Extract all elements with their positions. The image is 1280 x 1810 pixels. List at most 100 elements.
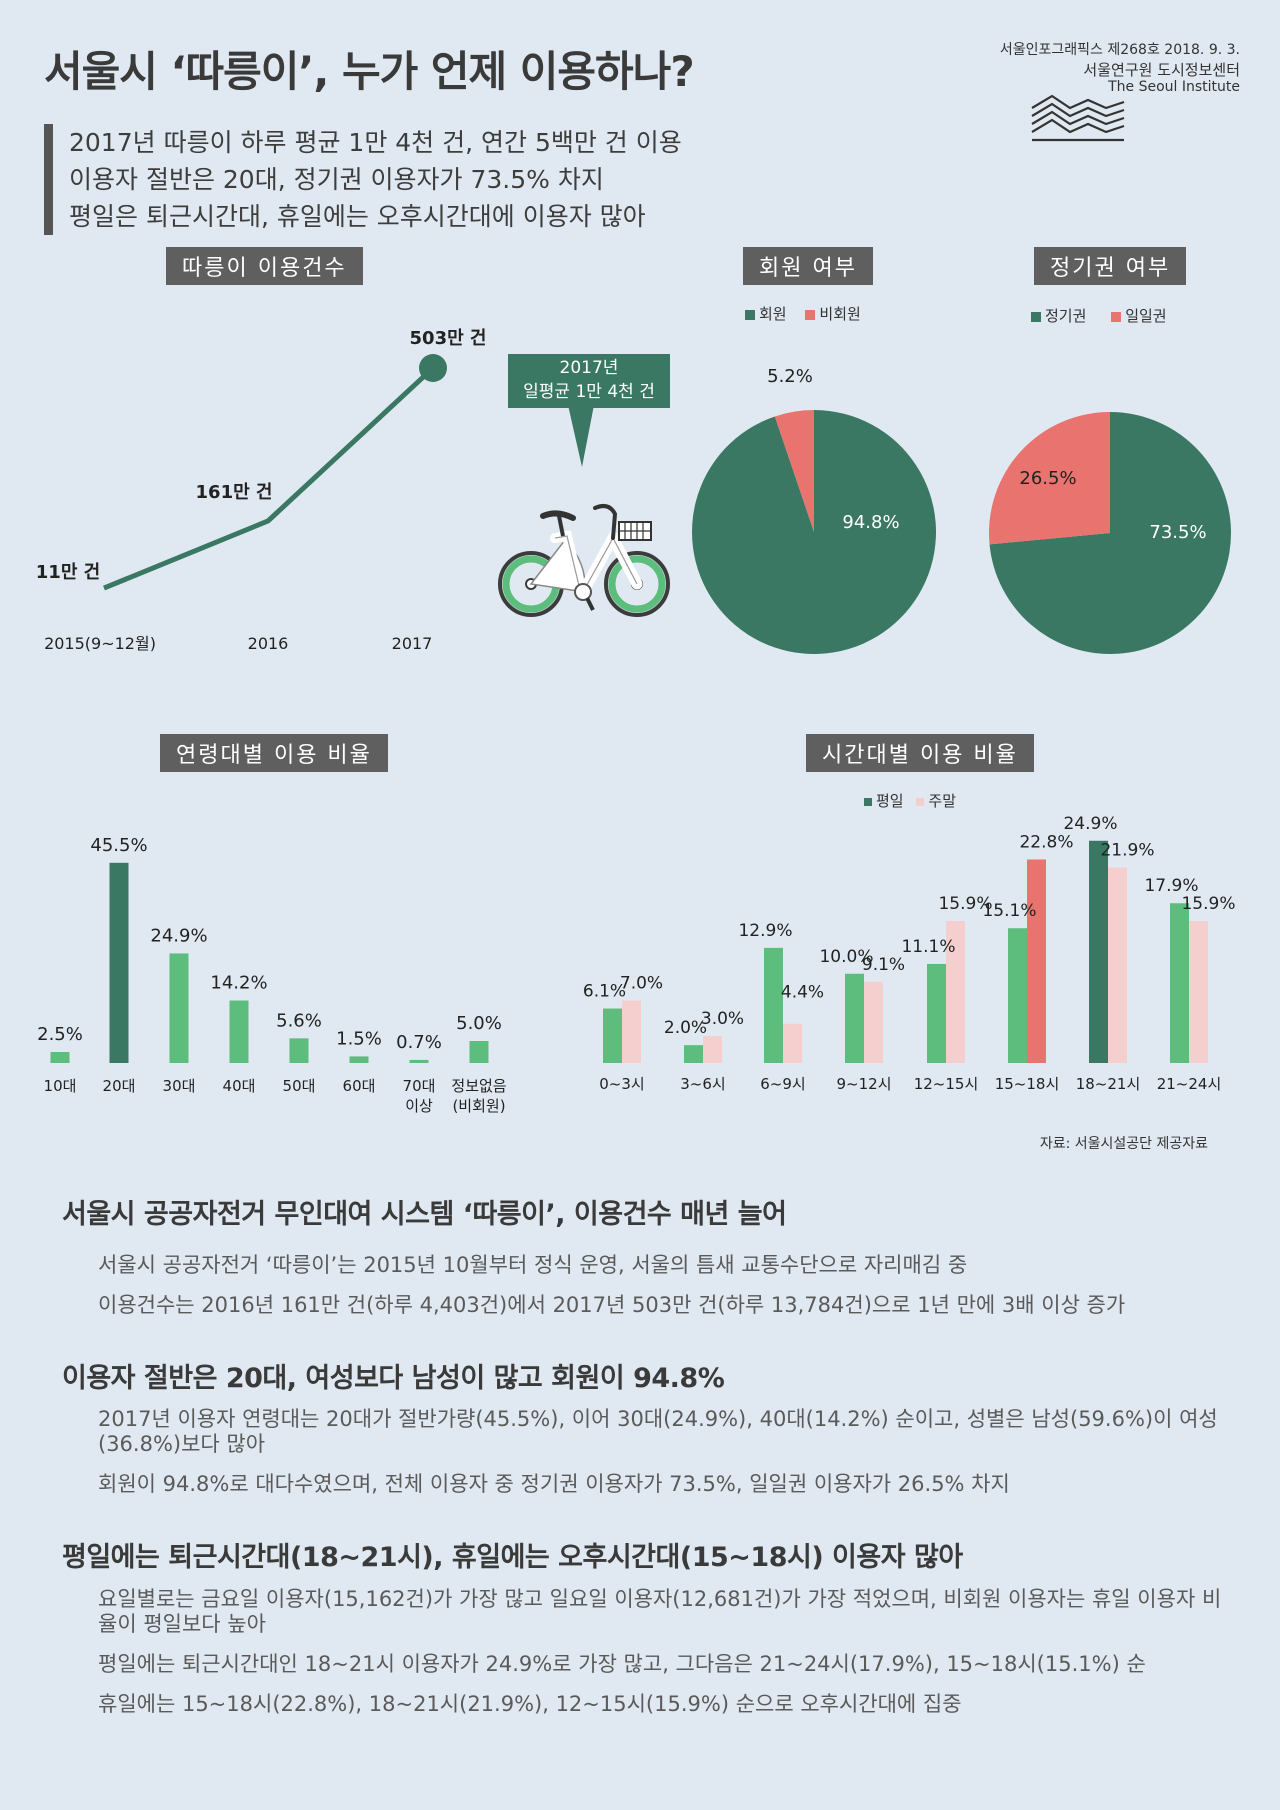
- member-legend: 회원 비회원: [745, 303, 861, 324]
- summary-block: 2017년 따릉이 하루 평균 1만 4천 건, 연간 5백만 건 이용 이용자…: [44, 124, 682, 235]
- legend-label: 평일: [876, 792, 904, 810]
- weekday-data-label: 6.1%: [583, 982, 626, 1002]
- section-paragraph: 요일별로는 금요일 이용자(15,162건)가 가장 많고 일요일 이용자(12…: [98, 1587, 1222, 1636]
- usage-endpoint-marker: [419, 354, 447, 382]
- org-name-en: The Seoul Institute: [1108, 79, 1240, 95]
- age-bar: [469, 1041, 489, 1063]
- source-note: 자료: 서울시설공단 제공자료: [1039, 1136, 1208, 1152]
- age-x-tick: 20대: [103, 1077, 136, 1095]
- weekend-bar: [622, 1000, 641, 1063]
- legend-label: 회원: [759, 305, 787, 323]
- age-x-tick: 10대: [44, 1077, 77, 1095]
- bicycle-icon: [498, 504, 670, 617]
- age-x-tick: 50대: [283, 1077, 316, 1095]
- section-paragraph: 평일에는 퇴근시간대인 18~21시 이용자가 24.9%로 가장 많고, 그다…: [98, 1652, 1146, 1676]
- weekend-bar: [783, 1023, 802, 1063]
- time-legend: 평일 주말: [864, 790, 956, 811]
- age-x-tick: 30대: [163, 1077, 196, 1095]
- usage-data-label: 503만 건: [410, 328, 487, 349]
- summary-line: 평일은 퇴근시간대, 휴일에는 오후시간대에 이용자 많아: [69, 202, 646, 231]
- weekend-data-label: 4.4%: [781, 983, 824, 1003]
- section-paragraph: 이용건수는 2016년 161만 건(하루 4,403건)에서 2017년 50…: [98, 1293, 1126, 1317]
- time-x-tick: 15~18시: [995, 1075, 1060, 1093]
- publication-info: 서울인포그래픽스 제268호 2018. 9. 3. 서울연구원 도시정보센터 …: [1000, 40, 1240, 97]
- time-x-tick: 0~3시: [599, 1075, 644, 1093]
- pass-legend: 정기권 일일권: [1031, 305, 1167, 326]
- age-data-label: 2.5%: [37, 1024, 83, 1045]
- weekday-bar: [1089, 840, 1108, 1063]
- member-pie-data-label: 94.8%: [842, 512, 899, 533]
- weekend-bar: [703, 1036, 722, 1063]
- legend-label: 정기권: [1045, 307, 1087, 325]
- weekday-bar: [927, 963, 946, 1063]
- pass-pie-slice: [989, 412, 1110, 545]
- time-x-tick: 21~24시: [1157, 1075, 1222, 1093]
- age-bar: [409, 1059, 429, 1063]
- weekend-bar: [1108, 867, 1127, 1063]
- age-chart-title: 연령대별 이용 비율: [160, 734, 388, 772]
- usage-x-tick: 2016: [248, 634, 289, 653]
- weekday-data-label: 24.9%: [1063, 814, 1117, 834]
- weekend-data-label: 9.1%: [862, 955, 905, 975]
- pass-pie-data-label: 26.5%: [1019, 468, 1076, 489]
- time-x-tick: 18~21시: [1076, 1075, 1141, 1093]
- org-name: 서울연구원 도시정보센터: [1083, 61, 1240, 79]
- legend-swatch: [1111, 311, 1122, 322]
- section-paragraph: 2017년 이용자 연령대는 20대가 절반가량(45.5%), 이어 30대(…: [98, 1407, 1218, 1456]
- member-pie-chart: 94.8% 5.2%: [692, 366, 936, 654]
- time-x-tick: 12~15시: [914, 1075, 979, 1093]
- usage-chart-title: 따릉이 이용건수: [166, 247, 363, 285]
- weekday-data-label: 15.1%: [982, 901, 1036, 921]
- pass-pie-slice: [989, 412, 1231, 654]
- summary-line: 2017년 따릉이 하루 평균 1만 4천 건, 연간 5백만 건 이용: [69, 128, 682, 157]
- weekday-data-label: 2.0%: [664, 1018, 707, 1038]
- section-heading: 이용자 절반은 20대, 여성보다 남성이 많고 회원이 94.8%: [62, 1363, 725, 1394]
- weekend-bar: [864, 981, 883, 1063]
- institute-logo-icon: [1031, 94, 1125, 142]
- weekend-bar: [1189, 921, 1208, 1063]
- section-heading: 평일에는 퇴근시간대(18~21시), 휴일에는 오후시간대(15~18시) 이…: [62, 1542, 963, 1573]
- age-data-label: 0.7%: [396, 1032, 442, 1053]
- weekday-bar: [684, 1045, 703, 1063]
- weekend-data-label: 15.9%: [1181, 894, 1235, 914]
- usage-x-tick: 2017: [392, 634, 433, 653]
- issue-label: 서울인포그래픽스 제268호 2018. 9. 3.: [999, 42, 1240, 58]
- weekend-data-label: 3.0%: [701, 1009, 744, 1029]
- time-chart-title: 시간대별 이용 비율: [806, 734, 1034, 772]
- age-x-tick: 60대: [343, 1077, 376, 1095]
- age-data-label: 14.2%: [210, 973, 267, 994]
- age-x-tick: 40대: [223, 1077, 256, 1095]
- time-x-tick: 6~9시: [760, 1075, 805, 1093]
- age-bar: [229, 1000, 249, 1063]
- age-data-label: 45.5%: [90, 835, 147, 856]
- legend-swatch: [745, 309, 755, 320]
- page-title: 서울시 ‘따릉이’, 누가 언제 이용하나?: [44, 47, 695, 96]
- legend-swatch: [864, 797, 872, 806]
- weekday-data-label: 11.1%: [901, 937, 955, 957]
- member-chart-title: 회원 여부: [743, 247, 873, 285]
- weekend-data-label: 21.9%: [1100, 841, 1154, 861]
- weekday-data-label: 10.0%: [819, 947, 873, 967]
- pass-chart-title: 정기권 여부: [1034, 247, 1187, 285]
- time-x-tick: 9~12시: [837, 1075, 892, 1093]
- legend-label: 비회원: [819, 305, 861, 323]
- weekend-data-label: 22.8%: [1019, 833, 1073, 853]
- callout-pointer-icon: [568, 405, 594, 467]
- age-data-label: 5.0%: [456, 1013, 502, 1034]
- time-bar-chart: 6.1%7.0% 0~3시 2.0%3.0% 3~6시 12.9% 4.4% 6~9시 10.…: [583, 814, 1236, 1093]
- time-x-tick: 3~6시: [680, 1075, 725, 1093]
- age-bar: [50, 1052, 70, 1063]
- legend-label: 일일권: [1125, 307, 1167, 325]
- age-bar: [349, 1056, 369, 1063]
- age-x-tick: (비회원): [452, 1097, 505, 1115]
- weekday-bar: [845, 973, 864, 1063]
- usage-data-label: 11만 건: [36, 562, 100, 583]
- weekday-bar: [764, 947, 783, 1063]
- age-data-label: 1.5%: [336, 1028, 382, 1049]
- weekday-bar: [1008, 928, 1027, 1063]
- weekend-data-label: 15.9%: [938, 894, 992, 914]
- age-bar: [169, 953, 189, 1063]
- age-bar-chart: 2.5% 10대 45.5% 20대 24.9% 30대 14.2% 40대 5.6% 50대 1.…: [37, 835, 506, 1115]
- section-paragraph: 회원이 94.8%로 대다수였으며, 전체 이용자 중 정기권 이용자가 73.…: [98, 1472, 1010, 1496]
- callout-line: 일평균 1만 4천 건: [523, 382, 655, 402]
